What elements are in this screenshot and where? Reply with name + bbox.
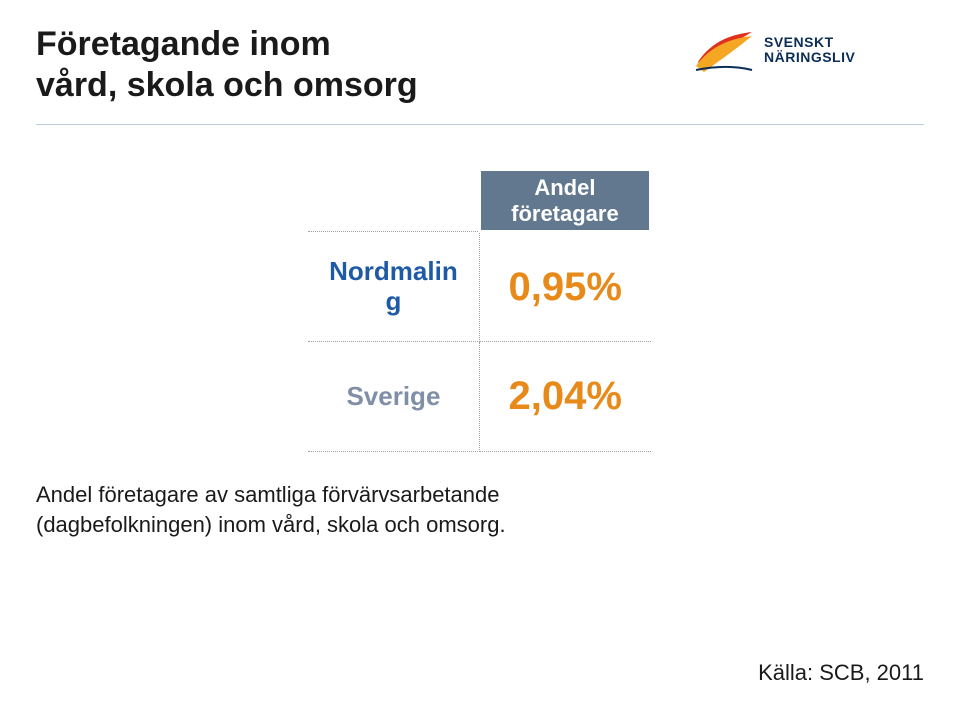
- row-value-1: 2,04%: [479, 342, 650, 452]
- brand-logo-text: SVENSKT NÄRINGSLIV: [764, 35, 924, 66]
- brand-logo: SVENSKT NÄRINGSLIV: [694, 20, 924, 80]
- header-divider: [36, 124, 924, 125]
- slide: Företagande inom vård, skola och omsorg …: [0, 0, 960, 720]
- table-header-empty: [308, 170, 479, 232]
- row-label-1: Sverige: [308, 342, 479, 452]
- table-header-cell: Andel företagare: [479, 170, 650, 232]
- table-row: Nordmalin g 0,95%: [308, 232, 651, 342]
- source-text: Källa: SCB, 2011: [758, 660, 924, 686]
- data-table: Andel företagare Nordmalin g 0,95% Sveri…: [308, 168, 652, 452]
- slide-title: Företagande inom vård, skola och omsorg: [36, 24, 418, 106]
- table-header-row: Andel företagare: [308, 170, 651, 232]
- brand-logo-mark: [694, 26, 754, 74]
- row-label-0: Nordmalin g: [308, 232, 479, 342]
- footnote-text: Andel företagare av samtliga förvärvsarb…: [36, 480, 640, 539]
- table-row: Sverige 2,04%: [308, 342, 651, 452]
- row-value-0: 0,95%: [479, 232, 650, 342]
